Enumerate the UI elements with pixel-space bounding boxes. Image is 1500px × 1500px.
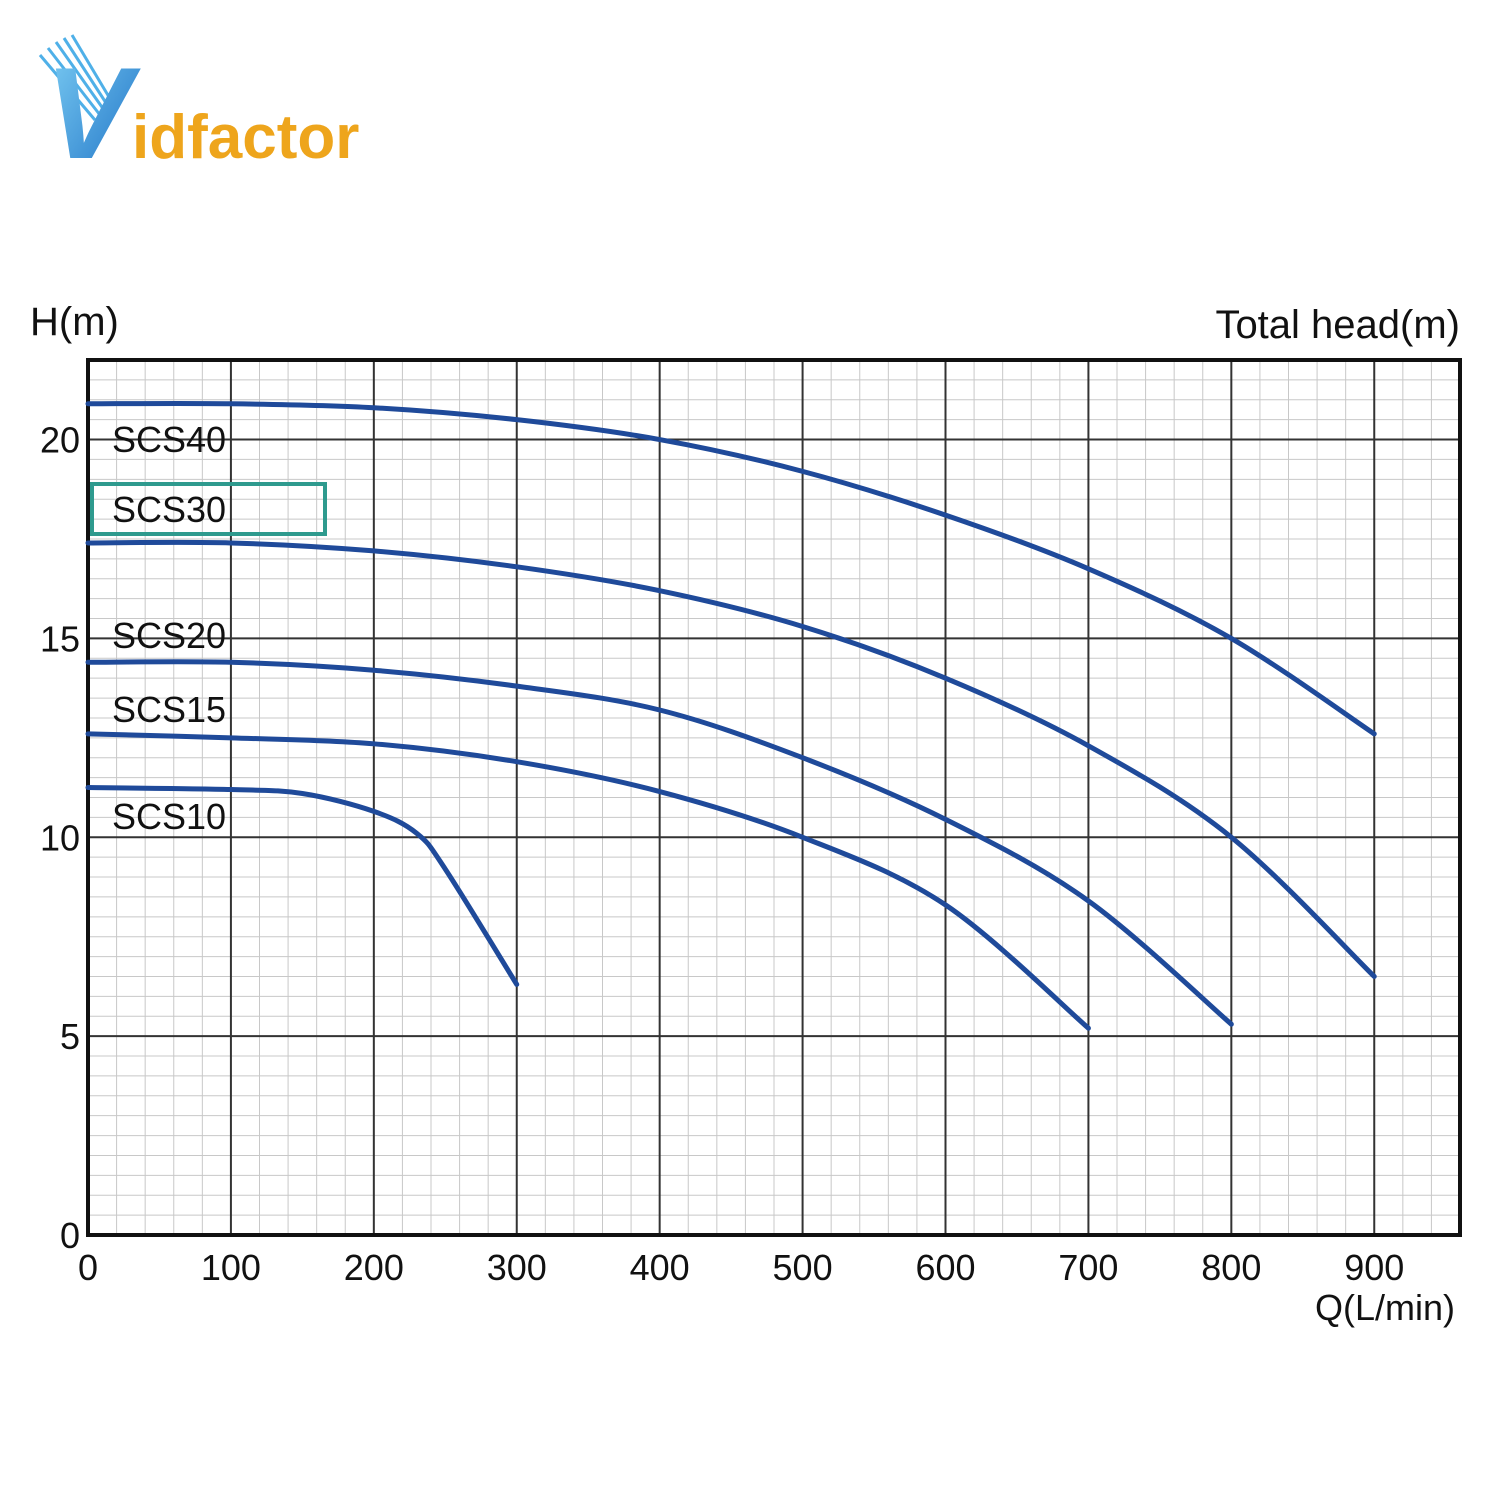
x-tick-label: 600 [915, 1247, 975, 1288]
curve-label: SCS30 [112, 489, 226, 530]
x-axis-title: Q(L/min) [1315, 1287, 1455, 1328]
x-tick-label: 200 [344, 1247, 404, 1288]
curve [85, 731, 1091, 1031]
logo: V idfactor [38, 34, 359, 186]
x-tick-label: 100 [201, 1247, 261, 1288]
curve-label: SCS40 [112, 419, 226, 460]
x-tick-label: 500 [773, 1247, 833, 1288]
curve-label: SCS10 [112, 796, 226, 837]
grid [87, 360, 1460, 1236]
y-tick-label: 15 [40, 618, 80, 659]
x-tick-label: 700 [1058, 1247, 1118, 1288]
curve-label: SCS20 [112, 615, 226, 656]
plot-frame [86, 358, 1462, 1237]
y-tick-label: 0 [60, 1215, 80, 1256]
x-tick-label: 300 [487, 1247, 547, 1288]
logo-text: idfactor [132, 103, 359, 172]
x-tick-label: 400 [630, 1247, 690, 1288]
logo-initial: V [45, 40, 141, 186]
x-tick-label: 800 [1201, 1247, 1261, 1288]
y-axis-title: H(m) [30, 300, 119, 344]
y-tick-label: 20 [40, 420, 80, 461]
curve [85, 659, 1234, 1027]
x-tick-label: 900 [1344, 1247, 1404, 1288]
chart-title: Total head(m) [1215, 303, 1460, 347]
curve [85, 539, 1377, 979]
logo-feathers [38, 34, 114, 121]
y-tick-label: 10 [40, 817, 80, 858]
curve [85, 400, 1377, 737]
curve-label: SCS15 [112, 689, 226, 730]
x-tick-label: 0 [78, 1247, 98, 1288]
y-tick-label: 5 [60, 1016, 80, 1057]
highlight-box [90, 482, 327, 536]
curve [85, 785, 520, 987]
